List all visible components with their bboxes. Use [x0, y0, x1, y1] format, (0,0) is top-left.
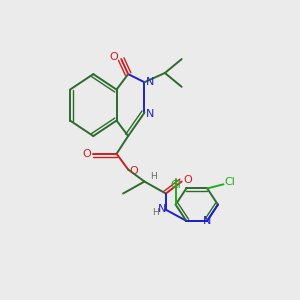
Text: N: N: [158, 204, 166, 214]
Text: Cl: Cl: [225, 177, 236, 187]
Text: O: O: [184, 176, 193, 185]
Text: N: N: [146, 109, 154, 119]
Text: H: H: [152, 208, 159, 217]
Text: N: N: [203, 216, 212, 226]
Text: O: O: [110, 52, 118, 62]
Text: N: N: [146, 77, 154, 87]
Text: H: H: [150, 172, 157, 182]
Text: O: O: [82, 149, 91, 159]
Text: O: O: [129, 166, 138, 176]
Text: Cl: Cl: [170, 180, 181, 190]
